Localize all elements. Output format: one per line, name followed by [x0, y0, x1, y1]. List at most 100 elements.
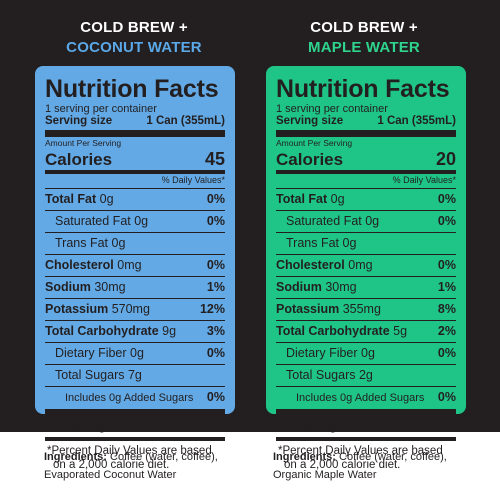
heading-line1: COLD BREW +: [310, 19, 418, 36]
thick-divider: [276, 130, 456, 137]
nutrient-amount: 0g: [99, 192, 114, 206]
nutrient-row-total-fat: Total Fat 0g 0%: [45, 188, 225, 210]
nutrition-facts-title: Nutrition Facts: [45, 75, 219, 103]
ingredients-label: Ingredients:: [44, 451, 107, 463]
footnote: *Percent Daily Values are based on a 2,0…: [47, 445, 212, 471]
heading-line2: MAPLE WATER: [308, 39, 420, 56]
nutrient-label: Includes 0g Added Sugars: [296, 392, 425, 404]
serving-size-row: Serving size 1 Can (355mL): [45, 115, 225, 130]
thick-divider: [45, 130, 225, 137]
nutrient-amount: 0mg: [348, 258, 373, 272]
calories-value: 20: [435, 149, 456, 169]
nutrient-row-protein: Protein 0g: [45, 416, 225, 437]
product-heading-maple: COLD BREW + MAPLE WATER: [264, 18, 464, 58]
nutrient-dv: 0%: [206, 214, 225, 228]
product-heading-coconut: COLD BREW + COCONUT WATER: [34, 18, 234, 58]
nutrient-label: Includes 0g Added Sugars: [65, 392, 194, 404]
nutrient-label: Saturated Fat: [286, 214, 362, 228]
nutrient-row-trans-fat: Trans Fat 0g: [276, 232, 456, 254]
nutrient-row-dietary-fiber: Dietary Fiber 0g 0%: [45, 342, 225, 364]
nutrient-row-cholesterol: Cholesterol 0mg 0%: [45, 254, 225, 276]
nutrient-row-total-carbohydrate: Total Carbohydrate 5g 2%: [276, 320, 456, 342]
heading-line1: COLD BREW +: [80, 19, 188, 36]
nutrition-panel-coconut: Nutrition Facts 1 serving per container …: [35, 66, 235, 471]
serving-size-row: Serving size 1 Can (355mL): [276, 115, 456, 130]
nutrient-label: Saturated Fat: [55, 214, 131, 228]
serving-size-label: Serving size: [276, 115, 344, 127]
footnote: *Percent Daily Values are based on a 2,0…: [278, 445, 443, 471]
ingredients-text: Coffee (water, coffee), Organic Maple Wa…: [273, 451, 447, 481]
nutrient-label: Sodium: [276, 280, 322, 294]
amount-per-serving: Amount Per Serving: [45, 138, 122, 148]
nutrient-amount: 5g: [393, 324, 408, 338]
nutrient-dv: 0%: [437, 214, 456, 228]
nutrient-amount: 0g: [130, 346, 144, 360]
nutrient-amount: 0g: [91, 419, 106, 433]
daily-values-header: % Daily Values*: [392, 175, 456, 185]
calories-row: Calories 20: [276, 149, 456, 170]
serving-size-value: 1 Can (355mL): [377, 115, 456, 127]
nutrient-row-potassium: Potassium 355mg 8%: [276, 298, 456, 320]
nutrient-amount: 0g: [322, 419, 337, 433]
nutrient-amount: 30mg: [325, 280, 357, 294]
nutrient-amount: 355mg: [342, 302, 381, 316]
ingredients-text: Coffee (water, coffee), Evaporated Cocon…: [44, 451, 218, 481]
nutrient-amount: 30mg: [94, 280, 126, 294]
heading-line2: COCONUT WATER: [66, 39, 202, 56]
nutrient-amount: 0g: [342, 236, 357, 250]
nutrient-amount: 0g: [134, 214, 149, 228]
nutrient-label: Dietary Fiber: [286, 346, 358, 360]
nutrient-row-sodium: Sodium 30mg 1%: [45, 276, 225, 298]
nutrient-dv: 0%: [437, 390, 456, 404]
nutrient-row-total-sugars: Total Sugars 2g: [276, 364, 456, 386]
nutrient-dv: 1%: [206, 280, 225, 294]
nutrient-row-cholesterol: Cholesterol 0mg 0%: [276, 254, 456, 276]
nutrient-amount: 2g: [358, 368, 373, 382]
nutrient-label: Protein: [276, 419, 320, 433]
nutrient-label: Potassium: [276, 302, 340, 316]
nutrient-dv: 0%: [206, 390, 225, 404]
nutrient-label: Cholesterol: [45, 258, 114, 272]
nutrient-amount: 570mg: [111, 302, 150, 316]
nutrient-dv: 0%: [437, 192, 456, 206]
nutrient-dv: 1%: [437, 280, 456, 294]
nutrient-amount: 9g: [162, 324, 177, 338]
serving-size-label: Serving size: [45, 115, 113, 127]
nutrient-row-added-sugars: Includes 0g Added Sugars 0%: [45, 386, 225, 409]
nutrient-label: Trans Fat: [55, 236, 109, 250]
medium-divider: [45, 170, 225, 174]
nutrient-row-protein: Protein 0g: [276, 416, 456, 437]
nutrient-dv: 0%: [206, 346, 225, 360]
nutrient-amount: 0g: [365, 214, 380, 228]
nutrient-amount: 0g: [330, 192, 345, 206]
thick-divider: [276, 409, 456, 416]
daily-values-header: % Daily Values*: [161, 175, 225, 185]
calories-value: 45: [204, 149, 225, 169]
nutrient-label: Trans Fat: [286, 236, 340, 250]
nutrient-label: Total Carbohydrate: [276, 324, 390, 338]
nutrient-label: Protein: [45, 419, 89, 433]
nutrient-amount: 0g: [361, 346, 375, 360]
nutrient-label: Sodium: [45, 280, 91, 294]
nutrient-label: Cholesterol: [276, 258, 345, 272]
nutrient-row-trans-fat: Trans Fat 0g: [45, 232, 225, 254]
serving-size-value: 1 Can (355mL): [146, 115, 225, 127]
nutrient-label: Dietary Fiber: [55, 346, 127, 360]
nutrient-dv: 8%: [437, 302, 456, 316]
nutrient-label: Potassium: [45, 302, 109, 316]
nutrient-row-total-sugars: Total Sugars 7g: [45, 364, 225, 386]
nutrient-label: Total Sugars: [55, 368, 125, 382]
ingredients-label: Ingredients:: [273, 451, 336, 463]
nutrient-dv: 2%: [437, 324, 456, 338]
nutrient-dv: 0%: [437, 346, 456, 360]
nutrient-label: Total Carbohydrate: [45, 324, 159, 338]
calories-label: Calories: [45, 150, 113, 169]
nutrient-row-sodium: Sodium 30mg 1%: [276, 276, 456, 298]
nutrient-row-saturated-fat: Saturated Fat 0g 0%: [45, 210, 225, 232]
nutrient-dv: 3%: [206, 324, 225, 338]
nutrition-facts-title: Nutrition Facts: [276, 75, 450, 103]
thick-divider: [45, 409, 225, 416]
nutrient-dv: 0%: [206, 258, 225, 272]
servings-per-container: 1 serving per container: [276, 103, 388, 115]
ingredients-coconut: Ingredients: Coffee (water, coffee), Eva…: [44, 448, 259, 484]
